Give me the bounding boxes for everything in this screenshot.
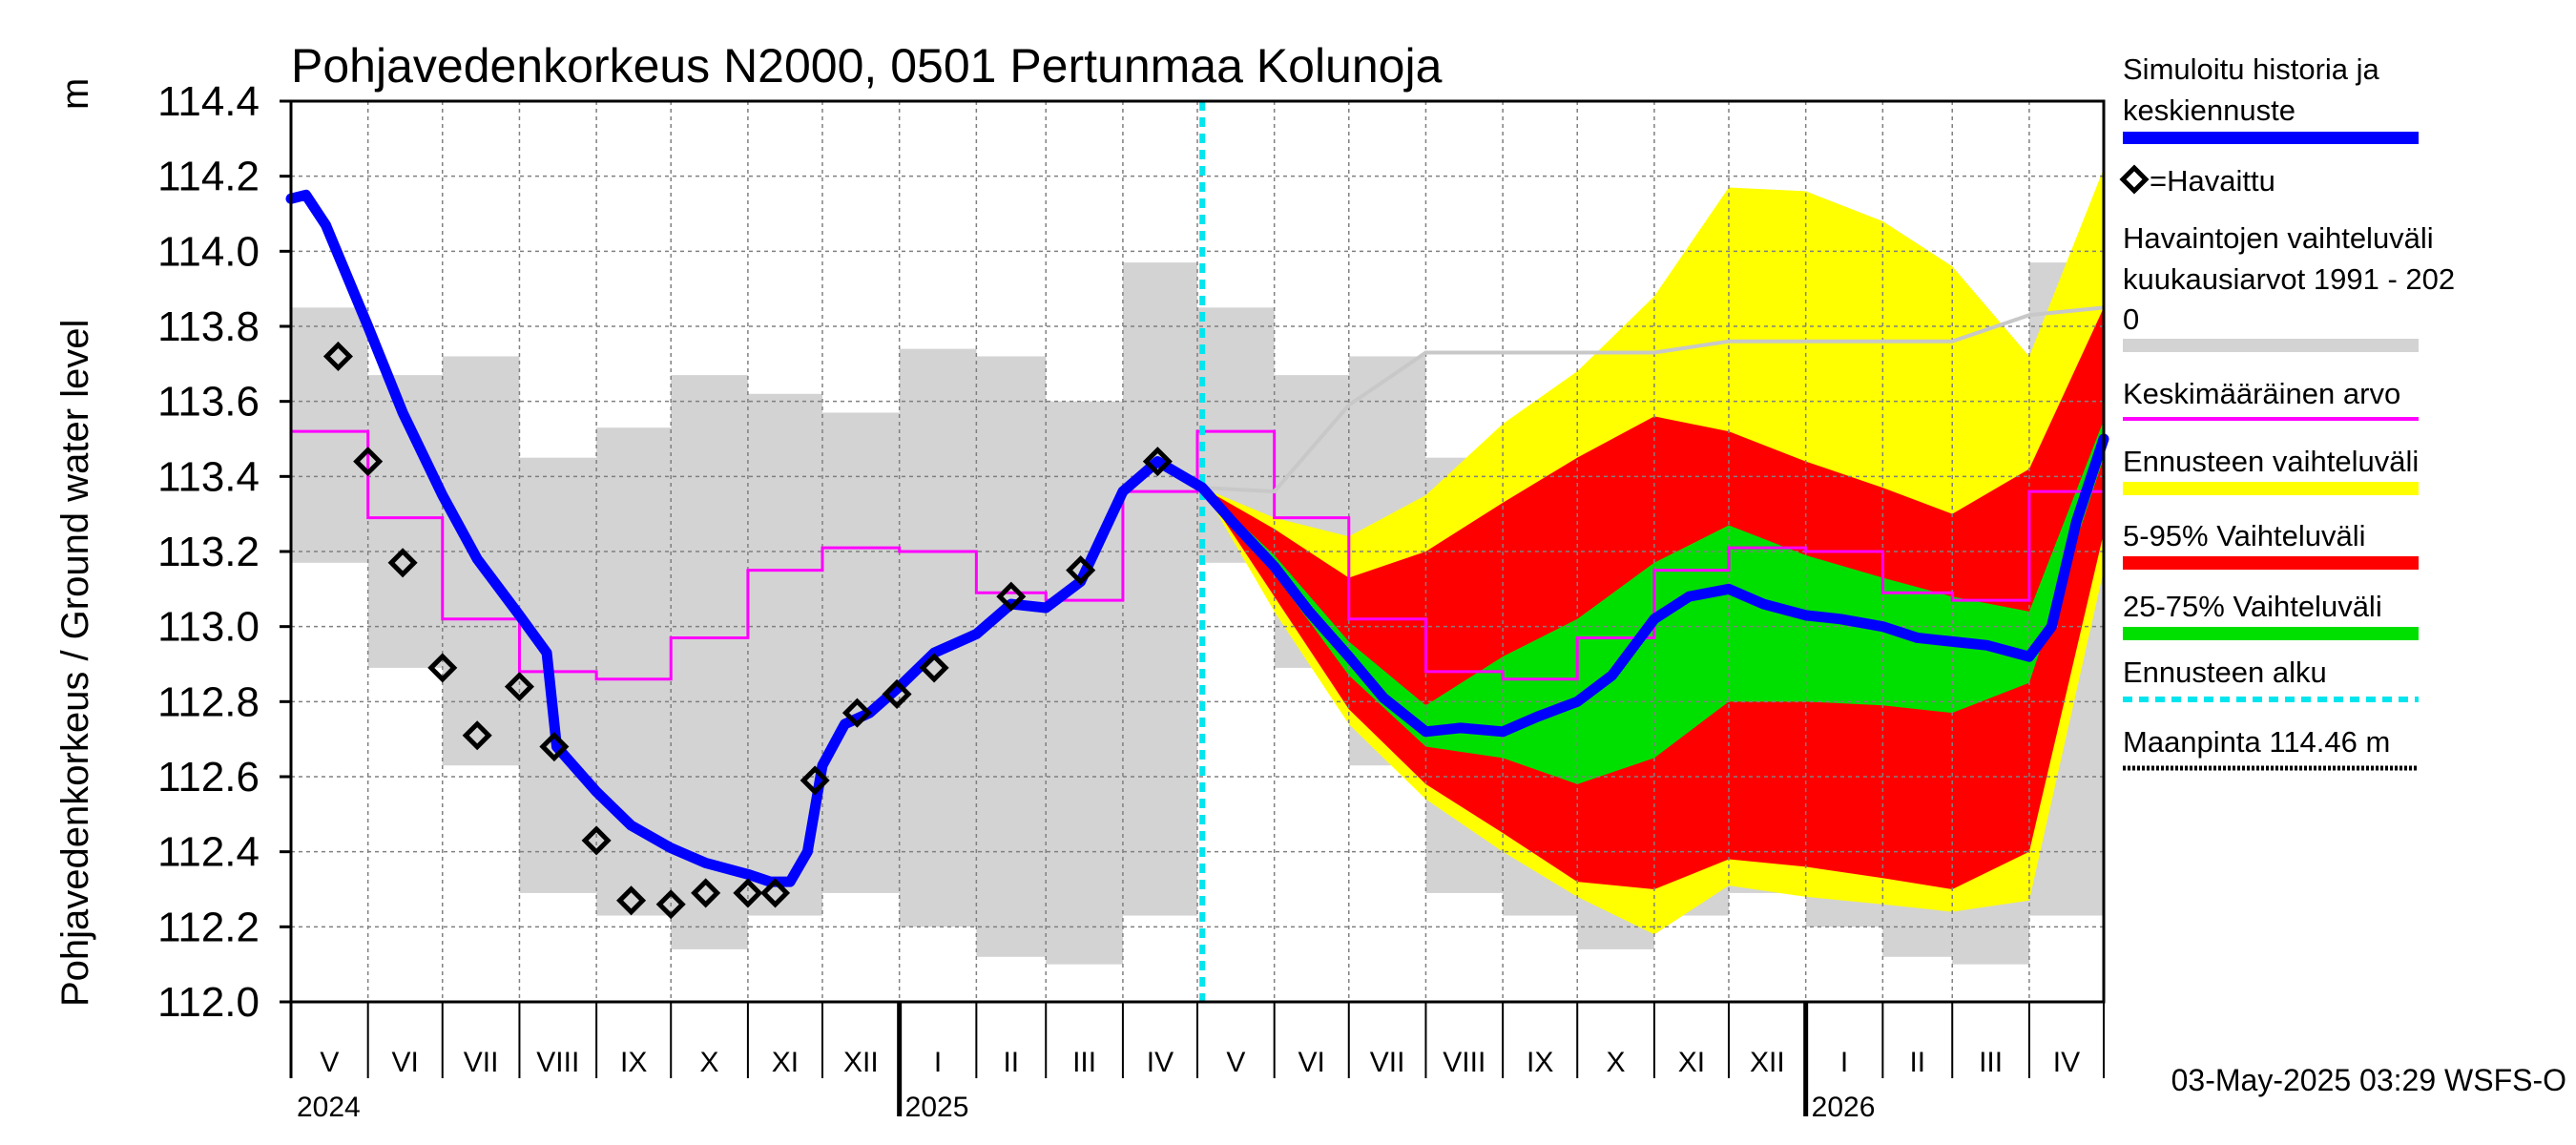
observed-point xyxy=(387,548,418,578)
observed-point xyxy=(581,825,612,856)
month-label: XI xyxy=(1678,1047,1705,1078)
legend-25-75-label: 25-75% Vaihteluväli xyxy=(2123,590,2382,623)
legend-range-label: 0 xyxy=(2123,302,2139,336)
month-label: X xyxy=(700,1047,719,1078)
month-label: III xyxy=(1072,1047,1096,1078)
y-tick-label: 113.2 xyxy=(157,529,260,575)
month-label: XI xyxy=(772,1047,799,1078)
legend-range-label: kuukausiarvot 1991 - 202 xyxy=(2123,262,2455,296)
observed-point xyxy=(691,878,721,908)
x-axis: V VI VII VIII IX X XI XII I II III IV V VI VII VIII IX X X… xyxy=(289,1002,2105,1123)
observed-point xyxy=(800,765,830,796)
plot-area: 112.0 112.2 112.4 112.6 112.8 113.0 113.2 113.4… xyxy=(157,78,2109,1123)
y-tick-label: 114.4 xyxy=(157,78,260,125)
month-label: I xyxy=(1840,1047,1848,1078)
observed-point xyxy=(462,720,492,751)
month-label: VIII xyxy=(536,1047,579,1078)
legend-5-95-label: 5-95% Vaihteluväli xyxy=(2123,519,2365,552)
observed-range-box xyxy=(291,307,368,563)
y-tick-label: 112.4 xyxy=(157,829,260,876)
legend-forecast-range-label: Ennusteen vaihteluväli xyxy=(2123,445,2419,478)
month-label: II xyxy=(1909,1047,1925,1078)
observed-range-box xyxy=(519,457,597,893)
observed-range-box xyxy=(821,412,900,893)
observed-point xyxy=(322,341,353,372)
y-axis-unit: m xyxy=(54,78,96,110)
month-label: IV xyxy=(2053,1047,2080,1078)
legend-range-label: Havaintojen vaihteluväli xyxy=(2123,221,2434,255)
legend-25-75-swatch xyxy=(2123,627,2419,640)
legend-forecast-start-label: Ennusteen alku xyxy=(2123,656,2327,689)
y-tick-label: 112.0 xyxy=(157,979,260,1026)
observed-point xyxy=(841,697,872,728)
y-tick-label: 113.8 xyxy=(157,303,260,350)
y-tick-label: 113.6 xyxy=(157,379,260,426)
mean-value-line xyxy=(291,429,2104,681)
observed-point xyxy=(733,878,763,908)
legend-simulated-label: Simuloitu historia ja xyxy=(2123,52,2380,86)
observed-point xyxy=(1066,555,1096,586)
observed-point xyxy=(616,885,647,916)
month-label: III xyxy=(1979,1047,2003,1078)
year-label: 2025 xyxy=(905,1092,969,1123)
observed-point xyxy=(882,678,912,710)
chart-title: Pohjavedenkorkeus N2000, 0501 Pertunmaa … xyxy=(291,39,1443,93)
y-tick-label: 112.6 xyxy=(157,754,260,801)
year-label: 2026 xyxy=(1812,1092,1876,1123)
observed-point xyxy=(353,447,384,477)
observed-range-box xyxy=(596,427,672,916)
month-label: VIII xyxy=(1443,1047,1485,1078)
month-label: V xyxy=(320,1047,339,1078)
observed-point xyxy=(996,581,1027,612)
legend-observed-label: =Havaittu xyxy=(2150,164,2275,198)
observed-point xyxy=(427,653,458,683)
observed-point xyxy=(655,889,686,920)
observed-point xyxy=(919,653,949,683)
legend: Simuloitu historia ja keskiennuste =Havait… xyxy=(2119,52,2455,771)
legend-simulated-label: keskiennuste xyxy=(2123,94,2296,127)
month-label: II xyxy=(1003,1047,1019,1078)
y-tick-label: 112.8 xyxy=(157,678,260,725)
timestamp: 03-May-2025 03:29 WSFS-O xyxy=(2171,1063,2566,1097)
legend-mean-label: Keskimääräinen arvo xyxy=(2123,377,2400,410)
legend-observed-swatch xyxy=(2119,164,2150,195)
legend-range-swatch xyxy=(2123,339,2419,352)
month-label: X xyxy=(1607,1047,1626,1078)
legend-ground-label: Maanpinta 114.46 m xyxy=(2123,725,2390,759)
observed-range-box xyxy=(976,356,1047,957)
month-label: XII xyxy=(843,1047,879,1078)
observed-range-box xyxy=(1122,262,1197,916)
month-label: XII xyxy=(1750,1047,1785,1078)
year-label: 2024 xyxy=(297,1092,361,1123)
legend-simulated-swatch xyxy=(2123,132,2419,144)
legend-5-95-swatch xyxy=(2123,556,2419,570)
observed-point xyxy=(759,878,791,908)
month-label: VI xyxy=(392,1047,419,1078)
month-label: V xyxy=(1226,1047,1245,1078)
month-label: VI xyxy=(1298,1047,1325,1078)
simulated-median-line xyxy=(285,189,2109,887)
observed-point xyxy=(539,731,570,762)
observed-point xyxy=(1142,447,1173,477)
y-tick-label: 114.0 xyxy=(157,228,260,275)
month-label: IX xyxy=(1527,1047,1553,1078)
y-axis-label: Pohjavedenkorkeus / Ground water level xyxy=(54,320,96,1007)
y-tick-label: 114.2 xyxy=(157,154,260,200)
forecast-range-max-line xyxy=(1202,305,2105,494)
legend-mean-swatch xyxy=(2123,417,2419,421)
observed-range-box xyxy=(1046,401,1123,965)
month-label: I xyxy=(934,1047,942,1078)
legend-forecast-range-swatch xyxy=(2123,482,2419,495)
y-tick-label: 112.2 xyxy=(157,904,260,950)
observed-point xyxy=(504,672,534,702)
month-label: VII xyxy=(1370,1047,1405,1078)
y-tick-label: 113.4 xyxy=(157,453,260,500)
month-label: IV xyxy=(1147,1047,1174,1078)
month-label: IX xyxy=(620,1047,647,1078)
month-label: VII xyxy=(464,1047,499,1078)
y-tick-label: 113.0 xyxy=(157,604,260,651)
